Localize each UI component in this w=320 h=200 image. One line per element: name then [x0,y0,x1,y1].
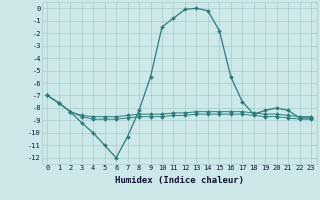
X-axis label: Humidex (Indice chaleur): Humidex (Indice chaleur) [115,176,244,185]
